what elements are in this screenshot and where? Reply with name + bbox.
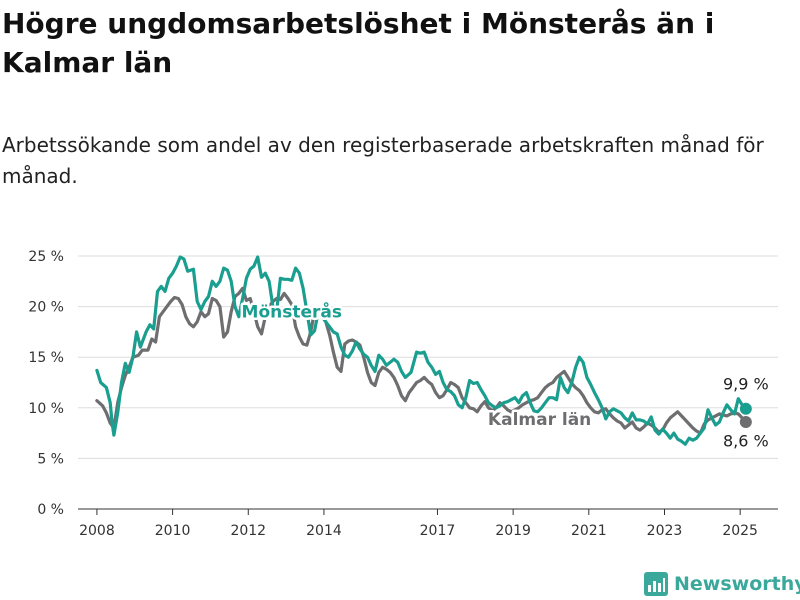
x-tick-label: 2008	[79, 523, 115, 539]
chart-labels: Mönsterås Kalmar län 9,9 % 8,6 %	[239, 298, 771, 452]
x-tick-label: 2025	[722, 523, 758, 539]
y-tick-label: 15 %	[28, 350, 64, 366]
chart-series	[95, 255, 752, 446]
page-subtitle: Arbetssökande som andel av den registerb…	[2, 133, 764, 188]
bar-chart-logo-icon	[644, 572, 668, 596]
end-point-kalmar	[739, 415, 752, 428]
series-label-monsteras: Mönsterås	[242, 301, 342, 323]
x-tick-label: 2012	[230, 523, 266, 539]
y-tick-label: 10 %	[28, 401, 64, 417]
x-tick-label: 2014	[306, 523, 342, 539]
x-tick-label: 2010	[155, 523, 191, 539]
end-label-monsteras: 9,9 %	[723, 375, 769, 394]
y-axis: 0 % 5 % 10 % 15 % 20 % 25 %	[28, 249, 64, 518]
x-tick-label: 2017	[420, 523, 456, 539]
series-line-monsteras	[95, 255, 748, 446]
y-tick-label: 0 %	[37, 502, 64, 518]
x-tick-label: 2021	[571, 523, 607, 539]
brand-name: Newsworthy	[674, 573, 800, 595]
end-label-kalmar: 8,6 %	[723, 431, 769, 450]
series-line-kalmar	[95, 286, 748, 435]
brand-logo: Newsworthy	[644, 570, 800, 598]
y-tick-label: 25 %	[28, 249, 64, 265]
y-tick-label: 20 %	[28, 300, 64, 316]
x-axis: 2008 2010 2012 2014 2017 2019 2021 2023 2025	[79, 509, 758, 539]
page-title: Högre ungdomsarbetslöshet i Mönsterås än…	[2, 7, 715, 79]
series-label-kalmar: Kalmar län	[488, 410, 591, 430]
line-chart: 0 %5 %10 %15 %20 %25 % 2008 2010 2012 2014 2…	[28, 249, 778, 539]
x-tick-label: 2023	[647, 523, 683, 539]
y-tick-label: 5 %	[37, 451, 64, 467]
chart-gridlines	[78, 255, 778, 510]
end-point-monsteras	[739, 402, 752, 415]
x-tick-label: 2019	[495, 523, 531, 539]
